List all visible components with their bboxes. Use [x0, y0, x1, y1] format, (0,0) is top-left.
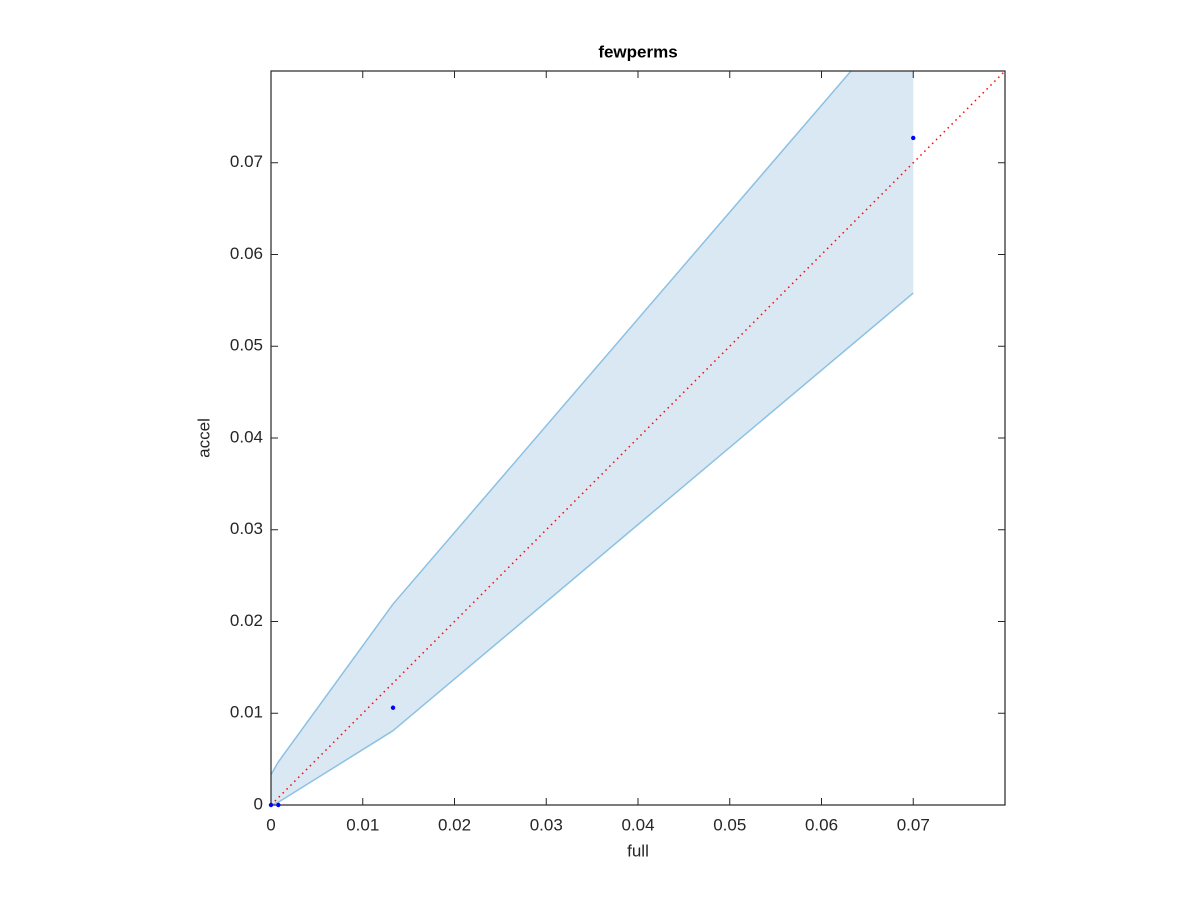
y-tick-label: 0.05 [230, 336, 263, 355]
y-tick-label: 0.04 [230, 427, 263, 446]
x-tick-label: 0.01 [346, 815, 379, 834]
point [911, 135, 916, 141]
band-upper-line [271, 71, 852, 776]
x-axis-label: full [627, 841, 649, 860]
chart-title: fewperms [598, 42, 677, 61]
x-tick-label: 0.05 [713, 815, 746, 834]
y-tick-label: 0.03 [230, 519, 263, 538]
x-tick-label: 0.03 [530, 815, 563, 834]
point [268, 802, 274, 808]
x-tick-label: 0.04 [621, 815, 654, 834]
band-lower-line [271, 292, 914, 805]
point [390, 705, 396, 710]
point [276, 802, 281, 808]
plot-area [271, 71, 1005, 805]
x-tick-label: 0.06 [805, 815, 838, 834]
x-tick-label: 0.02 [438, 815, 471, 834]
y-tick-label: 0.07 [230, 152, 263, 171]
y-axis-label: accel [194, 418, 213, 458]
y-tick-label: 0.01 [230, 703, 263, 722]
x-tick-label: 0.07 [897, 815, 930, 834]
y-tick-label: 0.02 [230, 611, 263, 630]
y-tick-label: 0 [254, 794, 263, 813]
y-tick-label: 0.06 [230, 244, 263, 263]
band-area [271, 71, 914, 805]
x-tick-label: 0 [266, 815, 275, 834]
